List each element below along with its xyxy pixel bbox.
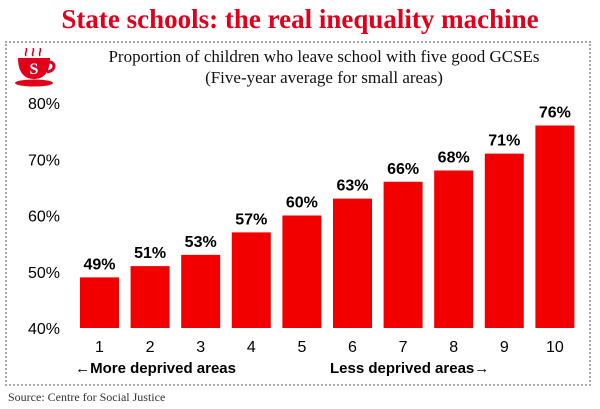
- data-label: 57%: [235, 211, 267, 228]
- bar: [484, 153, 524, 328]
- y-tick-label: 40%: [28, 321, 60, 338]
- bar: [535, 125, 575, 328]
- x-tick-label: 5: [297, 339, 306, 356]
- source-note: Source: Centre for Social Justice: [8, 390, 166, 404]
- x-tick-label: 10: [546, 339, 564, 356]
- subtitle-line-2: (Five-year average for small areas): [205, 68, 443, 87]
- data-label: 60%: [286, 195, 318, 212]
- subtitle-line-1: Proportion of children who leave school …: [108, 47, 540, 66]
- data-label: 63%: [336, 178, 368, 195]
- annotation-more-deprived: ←More deprived areas: [75, 360, 236, 377]
- logo-letter: S: [30, 61, 39, 78]
- data-label: 51%: [134, 245, 166, 262]
- bar: [383, 181, 423, 328]
- y-tick-label: 80%: [28, 96, 60, 113]
- x-tick-label: 4: [247, 339, 256, 356]
- data-label: 53%: [185, 234, 217, 251]
- bar: [231, 232, 271, 328]
- bar: [333, 198, 372, 328]
- data-label: 49%: [83, 256, 115, 273]
- bar: [130, 266, 170, 328]
- data-label: 68%: [438, 150, 470, 167]
- data-label: 76%: [539, 105, 571, 122]
- x-tick-label: 1: [95, 339, 104, 356]
- bar: [181, 254, 221, 328]
- y-tick-label: 70%: [28, 152, 60, 169]
- bars: 49% 51% 53% 57% 60% 63% 66% 68% 71% 76%: [80, 105, 575, 328]
- annotation-less-deprived: Less deprived areas→: [330, 360, 489, 377]
- bar: [282, 215, 322, 328]
- x-tick-label: 3: [196, 339, 205, 356]
- x-tick-label: 8: [449, 339, 458, 356]
- x-tick-label: 6: [348, 339, 357, 356]
- chart-title: State schools: the real inequality machi…: [61, 4, 539, 34]
- data-label: 71%: [488, 133, 520, 150]
- x-tick-label: 9: [500, 339, 509, 356]
- y-tick-label: 60%: [28, 209, 60, 226]
- x-axis: 1 2 3 4 5 6 7 8 9 10: [95, 339, 564, 356]
- data-label: 66%: [387, 161, 419, 178]
- y-tick-label: 50%: [28, 265, 60, 282]
- chart-subtitle: Proportion of children who leave school …: [64, 46, 584, 88]
- cup-logo-icon: S: [15, 48, 56, 87]
- bar: [80, 277, 119, 328]
- y-axis: 40% 50% 60% 70% 80%: [28, 96, 60, 338]
- chart-frame: [5, 41, 591, 386]
- x-tick-label: 7: [399, 339, 408, 356]
- bar: [434, 170, 474, 328]
- x-tick-label: 2: [146, 339, 155, 356]
